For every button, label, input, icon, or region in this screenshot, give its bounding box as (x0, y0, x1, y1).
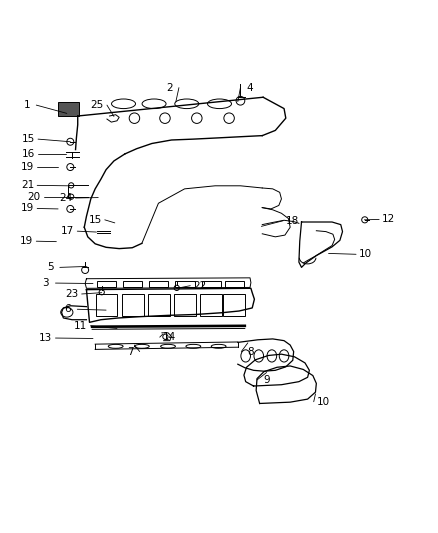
Text: 10: 10 (316, 397, 329, 407)
Text: 18: 18 (286, 216, 299, 225)
Text: 2: 2 (166, 83, 172, 93)
FancyBboxPatch shape (149, 281, 168, 287)
Text: 4: 4 (246, 83, 253, 93)
Text: 20: 20 (28, 192, 41, 201)
Text: 14: 14 (162, 332, 176, 342)
Text: 8: 8 (247, 346, 254, 357)
Text: 19: 19 (21, 204, 34, 214)
FancyBboxPatch shape (174, 294, 195, 316)
Text: 23: 23 (65, 289, 78, 299)
Text: 7: 7 (127, 346, 133, 357)
Text: 24: 24 (59, 193, 72, 203)
FancyBboxPatch shape (200, 294, 222, 316)
Text: 6: 6 (64, 304, 71, 314)
Text: 15: 15 (88, 215, 102, 225)
Text: 15: 15 (22, 134, 35, 144)
Text: 3: 3 (42, 278, 49, 288)
Text: 21: 21 (21, 180, 34, 190)
FancyBboxPatch shape (97, 281, 116, 287)
Text: 13: 13 (39, 333, 53, 343)
Text: 1: 1 (23, 100, 30, 110)
FancyBboxPatch shape (148, 294, 170, 316)
FancyBboxPatch shape (175, 281, 194, 287)
Text: 25: 25 (91, 100, 104, 110)
FancyBboxPatch shape (223, 294, 245, 316)
Text: 5: 5 (47, 262, 53, 272)
Text: 22: 22 (193, 281, 206, 290)
FancyBboxPatch shape (123, 281, 142, 287)
FancyBboxPatch shape (224, 281, 244, 287)
Text: 16: 16 (22, 149, 35, 159)
FancyBboxPatch shape (95, 294, 117, 316)
FancyBboxPatch shape (58, 102, 79, 116)
Text: 9: 9 (263, 375, 269, 385)
Text: 11: 11 (74, 321, 87, 331)
FancyBboxPatch shape (201, 281, 220, 287)
Text: 19: 19 (21, 162, 34, 172)
Text: 10: 10 (358, 249, 371, 259)
Text: 17: 17 (61, 226, 74, 236)
FancyBboxPatch shape (121, 294, 143, 316)
Text: 12: 12 (381, 214, 395, 224)
Text: 19: 19 (20, 236, 33, 246)
